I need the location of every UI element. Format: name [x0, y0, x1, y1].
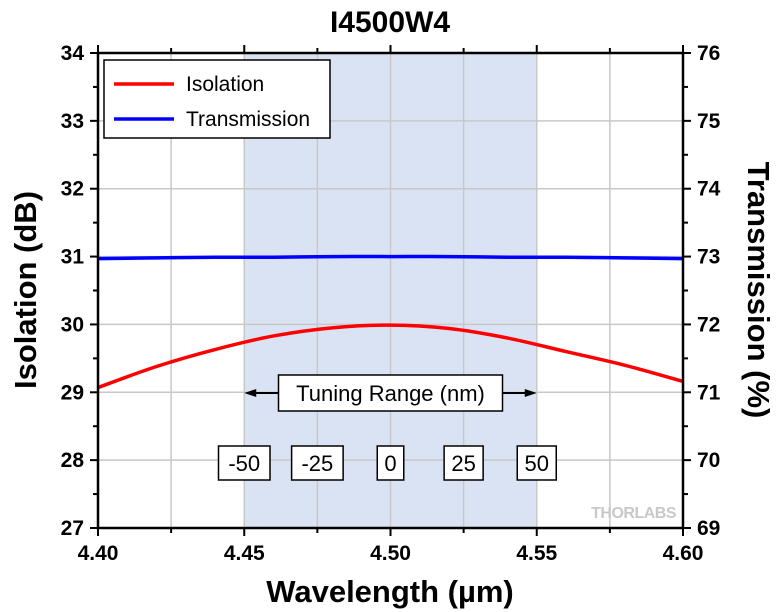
y-right-tick-label: 72	[697, 313, 720, 336]
y-left-tick-label: 34	[61, 42, 85, 65]
tuning-offset-box	[443, 445, 484, 481]
y-right-tick-label: 75	[697, 110, 721, 133]
y-left-tick-label: 30	[61, 313, 84, 336]
plot-frame	[96, 51, 685, 530]
series-line-isolation	[97, 323, 684, 390]
tuning-offset-box	[217, 445, 271, 481]
tuning-range-arrow-right	[524, 389, 537, 397]
y-left-tick-label: 27	[61, 517, 84, 540]
tuning-offset-label: 25	[451, 451, 475, 476]
tuning-offset-box	[376, 445, 405, 481]
legend-label-isolation: Isolation	[186, 73, 264, 96]
y-left-tick-label: 32	[61, 178, 84, 201]
y-axis-right-title: Transmission (%)	[741, 162, 776, 419]
y-axis-left-title: Isolation (dB)	[8, 191, 43, 389]
y-left-tick-label: 31	[61, 246, 85, 269]
thorlabs-watermark: THORLABS	[591, 505, 677, 522]
x-axis-title: Wavelength (µm)	[266, 574, 514, 609]
y-right-tick-label: 71	[697, 381, 721, 404]
tuning-range-arrow-left	[244, 389, 257, 397]
y-right-tick-label: 73	[697, 246, 720, 269]
series-line-transmission	[97, 254, 684, 261]
x-tick-label: 4.50	[370, 542, 411, 565]
tuning-range-label-box	[277, 374, 504, 412]
tuning-offset-box	[516, 445, 557, 481]
chart-title: I4500W4	[330, 6, 450, 39]
tuning-offset-label: -50	[228, 451, 260, 476]
x-tick-label: 4.40	[78, 542, 119, 565]
tuning-range-label: Tuning Range (nm)	[296, 381, 485, 406]
y-left-tick-label: 33	[61, 110, 84, 133]
y-left-tick-label: 29	[61, 381, 84, 404]
y-right-tick-label: 76	[697, 42, 720, 65]
tuning-offset-box	[290, 445, 344, 481]
tuning-offset-label: 50	[525, 451, 549, 476]
legend-box	[103, 59, 331, 139]
x-tick-label: 4.45	[224, 542, 265, 565]
y-right-tick-label: 70	[697, 449, 720, 472]
tuning-offset-label: -25	[301, 451, 333, 476]
tuning-offset-label: 0	[384, 451, 396, 476]
x-tick-label: 4.55	[516, 542, 557, 565]
x-tick-label: 4.60	[663, 542, 704, 565]
y-right-tick-label: 69	[697, 517, 720, 540]
legend-label-transmission: Transmission	[186, 108, 310, 131]
y-left-tick-label: 28	[61, 449, 85, 472]
y-right-tick-label: 74	[697, 178, 721, 201]
